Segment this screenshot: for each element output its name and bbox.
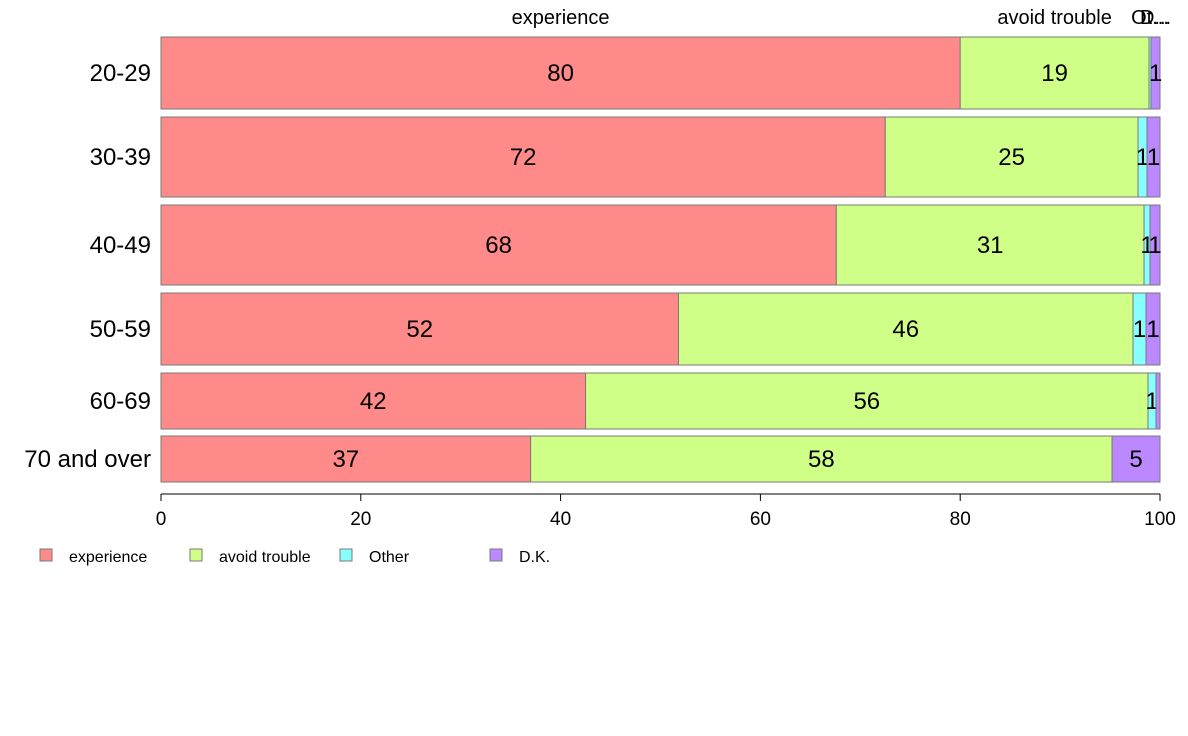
data-label: 37 xyxy=(332,446,359,473)
legend-label: experience xyxy=(69,549,147,566)
data-label: 72 xyxy=(510,144,537,171)
data-label: 56 xyxy=(853,388,880,415)
data-label: 1 xyxy=(1133,316,1146,343)
category-label: 70 and over xyxy=(24,446,151,473)
data-label: 80 xyxy=(547,60,574,87)
data-label: 46 xyxy=(892,316,919,343)
legend-swatch xyxy=(490,549,502,561)
x-tick-label: 20 xyxy=(350,509,371,530)
category-label: 20-29 xyxy=(90,60,151,87)
x-tick-label: 100 xyxy=(1144,509,1176,530)
series-top-label: experience xyxy=(512,7,610,29)
data-label: 1 xyxy=(1147,144,1160,171)
legend-label: Other xyxy=(369,549,410,566)
legend-swatch xyxy=(340,549,352,561)
x-axis: 0 20 40 60 80 100 xyxy=(156,494,1176,530)
legend-label: D.K. xyxy=(519,549,550,566)
x-tick-label: 0 xyxy=(156,509,167,530)
series-top-label: avoid trouble xyxy=(997,7,1112,29)
data-label: 19 xyxy=(1041,60,1068,87)
legend-swatch xyxy=(190,549,202,561)
x-tick-label: 60 xyxy=(750,509,771,530)
x-tick-label: 80 xyxy=(950,509,971,530)
data-label: 1 xyxy=(1149,60,1162,87)
stacked-bar-chart: experience avoid trouble Ot...D... 80 19 172… xyxy=(0,0,1188,736)
top-series-labels: experience avoid trouble Ot...D... xyxy=(512,7,1171,29)
series-top-label: D... xyxy=(1140,7,1171,29)
data-label: 5 xyxy=(1129,446,1142,473)
data-label: 68 xyxy=(485,232,512,259)
data-label: 31 xyxy=(977,232,1004,259)
category-labels: 20-29 30-39 40-49 50-59 60-69 70 and over xyxy=(24,60,151,473)
data-label: 1 xyxy=(1146,316,1159,343)
category-label: 60-69 xyxy=(90,388,151,415)
data-label: 58 xyxy=(808,446,835,473)
bar-segment xyxy=(1156,373,1160,429)
legend-label: avoid trouble xyxy=(219,549,311,566)
category-label: 50-59 xyxy=(90,316,151,343)
data-label: 52 xyxy=(406,316,433,343)
x-tick-label: 40 xyxy=(550,509,571,530)
data-label: 1 xyxy=(1148,232,1161,259)
legend-swatch xyxy=(40,549,52,561)
data-label: 25 xyxy=(998,144,1025,171)
category-label: 40-49 xyxy=(90,232,151,259)
category-label: 30-39 xyxy=(90,144,151,171)
data-label: 42 xyxy=(360,388,387,415)
legend: experience avoid trouble Other D.K. xyxy=(40,549,550,566)
